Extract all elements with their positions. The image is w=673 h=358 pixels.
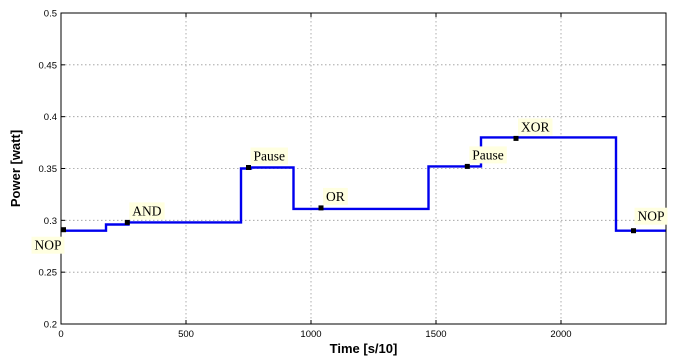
- annotation-pause: Pause: [464, 146, 507, 169]
- annotation-label: NOP: [638, 209, 665, 224]
- annotation-box: [518, 118, 553, 136]
- annotation-or: OR: [318, 187, 348, 211]
- annotation-label: OR: [326, 189, 345, 204]
- annotation-marker: [124, 219, 130, 225]
- annotation-label: Pause: [254, 149, 286, 164]
- annotation-label: NOP: [35, 238, 62, 253]
- annotation-and: AND: [124, 202, 165, 225]
- annotation-box: [323, 187, 348, 205]
- annotation-box: [469, 146, 507, 164]
- annotation-label: AND: [132, 203, 161, 218]
- annotation-marker: [513, 135, 519, 141]
- x-axis-title: Time [s/10]: [330, 341, 398, 356]
- annotation-marker: [631, 228, 636, 234]
- plot-area: [60, 12, 667, 325]
- y-tick-label: 0.45: [39, 60, 58, 71]
- annotation-box: [31, 236, 65, 254]
- annotation-marker: [464, 163, 470, 169]
- x-tick-label: 2000: [550, 329, 571, 340]
- annotation-marker: [246, 165, 251, 170]
- annotation-xor: XOR: [513, 118, 553, 141]
- power-series-line: [61, 136, 666, 232]
- annotation-box: [129, 202, 165, 220]
- x-tick-label: 500: [178, 329, 194, 340]
- annotation-box: [250, 147, 288, 165]
- y-tick-label: 0.3: [44, 216, 57, 227]
- annotation-pause: Pause: [246, 147, 288, 170]
- annotation-nop: NOP: [631, 207, 668, 234]
- annotation-label: XOR: [521, 119, 550, 134]
- x-tick-label: 1500: [425, 329, 446, 340]
- x-tick-label: 0: [58, 329, 63, 340]
- y-tick-label: 0.5: [44, 9, 57, 20]
- y-tick-label: 0.25: [39, 268, 58, 279]
- annotation-marker: [318, 205, 324, 211]
- annotation-label: Pause: [472, 147, 504, 162]
- x-tick-label: 1000: [300, 329, 321, 340]
- annotation-box: [634, 207, 668, 225]
- annotation-nop: NOP: [31, 227, 66, 254]
- axis-ticks: 0 500 1000 1500 2000 0.2 0.25 0.3 0.35 0.4 0.45 0.5: [39, 9, 666, 340]
- y-tick-label: 0.2: [44, 320, 57, 331]
- annotations: NOP AND Pause OR Pause XOR NOP: [31, 118, 668, 254]
- annotation-marker: [61, 227, 66, 233]
- y-tick-label: 0.4: [44, 112, 57, 123]
- y-axis-title: Power [watt]: [8, 130, 23, 207]
- y-tick-label: 0.35: [39, 164, 58, 175]
- series-line: [61, 136, 666, 232]
- grid: [61, 13, 666, 324]
